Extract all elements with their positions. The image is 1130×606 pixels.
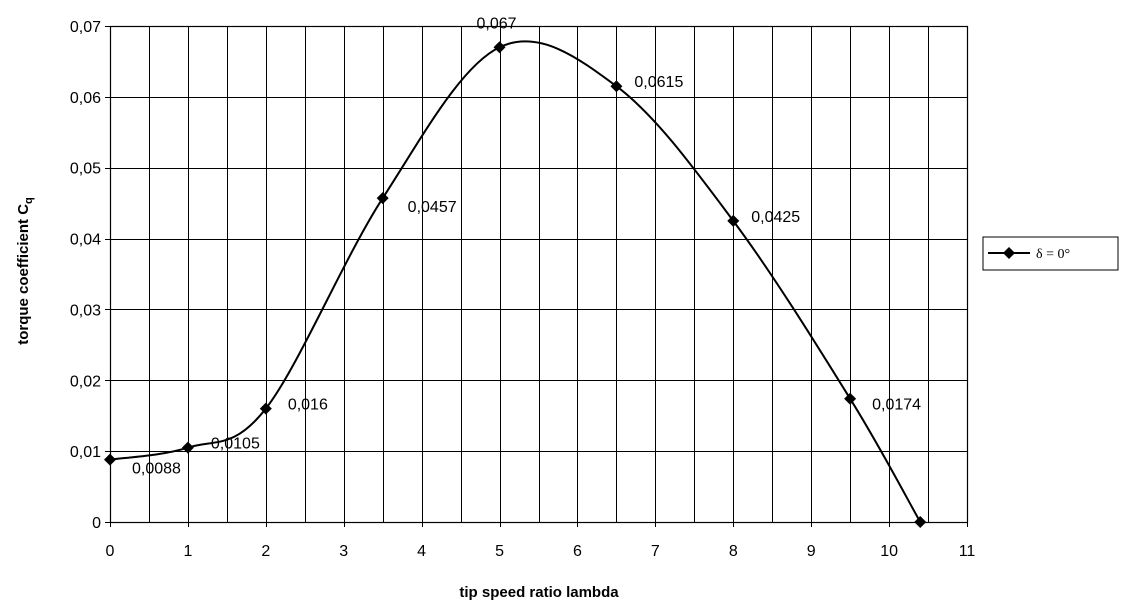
data-point-marker xyxy=(376,192,389,205)
data-label: 0,0615 xyxy=(634,74,683,91)
data-point-marker xyxy=(181,441,194,454)
y-axis-title: torque coefficient Cq xyxy=(15,197,35,345)
y-tick-label: 0,05 xyxy=(70,161,101,178)
x-tick-label: 10 xyxy=(880,543,898,560)
x-tick-label: 0 xyxy=(106,543,115,560)
x-tick-label: 3 xyxy=(339,543,348,560)
x-axis-title: tip speed ratio lambda xyxy=(459,584,619,601)
data-point-marker xyxy=(844,392,857,405)
data-label: 0,0088 xyxy=(132,461,181,478)
x-tick-label: 1 xyxy=(183,543,192,560)
data-label: 0,0425 xyxy=(751,209,800,226)
data-point-marker xyxy=(610,80,623,93)
y-tick-label: 0 xyxy=(92,515,101,532)
x-tick-label: 6 xyxy=(573,543,582,560)
data-label: 0,0457 xyxy=(408,199,457,216)
grid xyxy=(109,25,969,524)
x-tick-label: 2 xyxy=(261,543,270,560)
y-axis-title-subscript: q xyxy=(23,197,35,204)
x-tick-label: 7 xyxy=(651,543,660,560)
x-tick-label: 11 xyxy=(959,543,976,560)
x-axis-ticks: 0 1 2 3 4 5 6 7 8 9 10 11 xyxy=(106,522,976,560)
y-tick-label: 0,01 xyxy=(70,444,101,461)
data-point-marker xyxy=(493,41,506,54)
x-tick-label: 9 xyxy=(807,543,816,560)
y-tick-label: 0,03 xyxy=(70,302,101,319)
x-tick-label: 5 xyxy=(495,543,504,560)
data-point-marker xyxy=(104,453,116,466)
legend-label: δ = 0° xyxy=(1036,247,1070,262)
data-labels: 0,0088 0,0105 0,016 0,0457 0,067 0,0615 0,0425… xyxy=(132,15,921,477)
data-label: 0,067 xyxy=(477,15,517,32)
data-point-marker xyxy=(727,214,740,227)
y-axis-ticks: 0 0,01 0,02 0,03 0,04 0,05 0,06 0,07 xyxy=(70,19,110,532)
y-axis-title-main: torque coefficient C xyxy=(15,204,32,345)
y-tick-label: 0,02 xyxy=(70,373,101,390)
x-tick-label: 8 xyxy=(729,543,738,560)
data-label: 0,0174 xyxy=(872,397,921,414)
data-label: 0,016 xyxy=(288,397,328,414)
data-point-marker xyxy=(914,516,927,528)
y-tick-label: 0,06 xyxy=(70,90,101,107)
plot-area-border xyxy=(109,25,969,524)
legend-marker xyxy=(1003,247,1015,259)
x-tick-label: 4 xyxy=(417,543,426,560)
series-markers xyxy=(104,41,927,528)
y-tick-label: 0,07 xyxy=(70,19,101,36)
data-point-marker xyxy=(259,402,272,415)
legend: δ = 0° xyxy=(982,236,1119,271)
data-label: 0,0105 xyxy=(211,436,260,453)
y-tick-label: 0,04 xyxy=(70,232,101,249)
